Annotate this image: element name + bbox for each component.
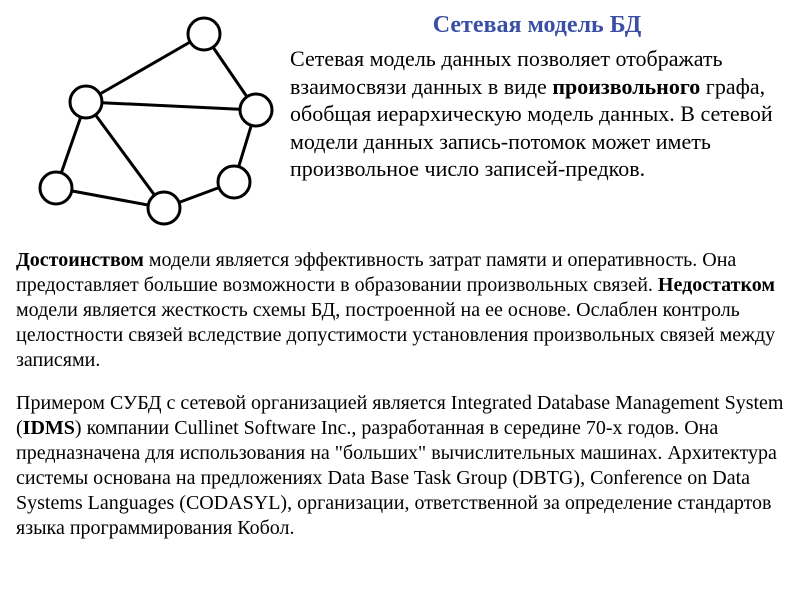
intro-column: Сетевая модель БД Сетевая модель данных … [284, 12, 784, 183]
graph-node [70, 86, 102, 118]
intro-bold-1: произвольного [552, 74, 700, 99]
graph-edge [86, 102, 164, 208]
graph-node [240, 94, 272, 126]
advantages-paragraph: Достоинством модели является эффективнос… [16, 248, 784, 373]
network-graph-icon [16, 12, 284, 230]
graph-edge [86, 34, 204, 102]
graph-node [188, 18, 220, 50]
graph-edge [86, 102, 256, 110]
p3-bold-1: IDMS [23, 417, 75, 439]
graph-diagram [16, 12, 284, 230]
p3-text-2: ) компании Cullinet Software Inc., разра… [16, 417, 777, 539]
p2-text-2: модели является жесткость схемы БД, пост… [16, 299, 775, 371]
intro-paragraph: Сетевая модель данных позволяет отобража… [290, 45, 784, 183]
p2-bold-2: Недостатком [658, 274, 775, 296]
page-title: Сетевая модель БД [290, 12, 784, 39]
graph-node [40, 172, 72, 204]
top-row: Сетевая модель БД Сетевая модель данных … [16, 12, 784, 230]
graph-node [218, 166, 250, 198]
p2-bold-1: Достоинством [16, 249, 144, 271]
example-paragraph: Примером СУБД с сетевой организацией явл… [16, 391, 784, 541]
graph-node [148, 192, 180, 224]
